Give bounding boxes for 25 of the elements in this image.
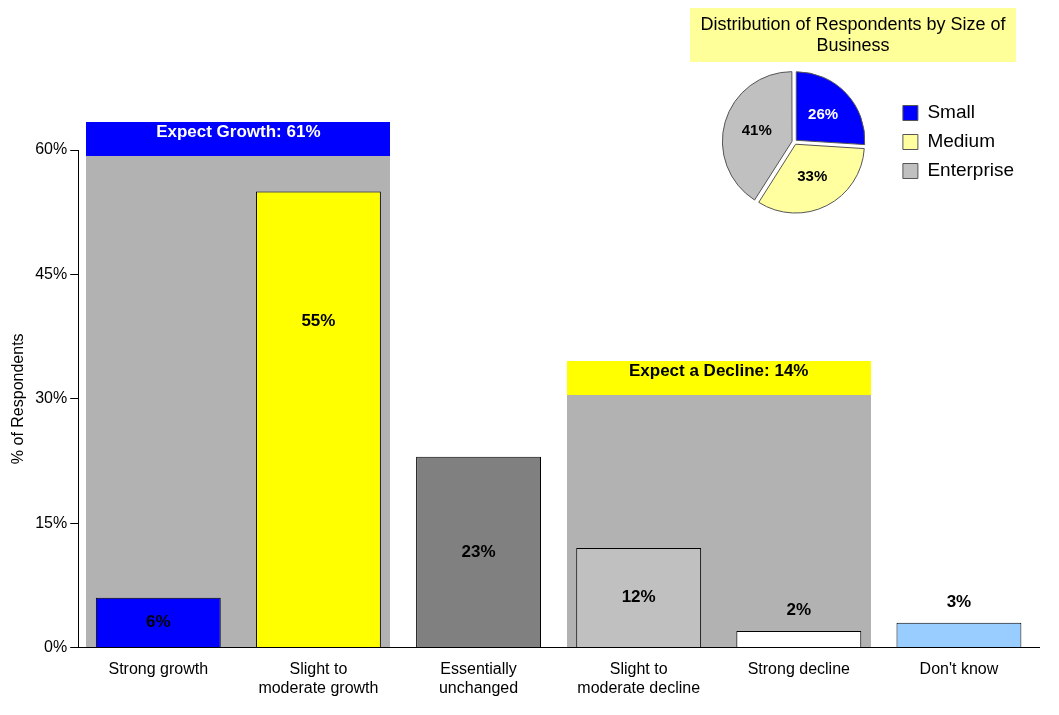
- data-label: 41%: [741, 121, 772, 139]
- y-tick-label: 0%: [44, 638, 68, 656]
- y-tick-label: 45%: [35, 264, 68, 282]
- data-label: 3%: [946, 591, 972, 611]
- y-tick-label: 60%: [35, 140, 68, 158]
- x-tick-label: Don't know: [919, 659, 999, 677]
- data-label: 55%: [301, 311, 336, 331]
- legend-label: Medium: [927, 130, 995, 152]
- y-tick-label: 30%: [35, 389, 68, 407]
- data-label: 26%: [808, 105, 839, 123]
- chart-title: Distribution of Respondents by Size of Business: [690, 8, 1016, 62]
- data-label: 23%: [461, 541, 496, 561]
- x-tick-label: Slight to moderate growth: [258, 659, 379, 696]
- x-tick-label: Strong decline: [747, 659, 851, 677]
- data-label: 6%: [146, 612, 171, 632]
- data-label: 33%: [797, 167, 828, 185]
- legend-label: Small: [927, 101, 975, 123]
- x-tick-label: Strong growth: [108, 659, 209, 677]
- data-label: 2%: [786, 600, 812, 620]
- data-label: 12%: [621, 587, 656, 607]
- legend-label: Enterprise: [927, 159, 1015, 181]
- y-axis-title: % of Respondents: [9, 333, 27, 465]
- x-tick-label: Slight to moderate decline: [577, 659, 701, 696]
- y-tick-label: 15%: [35, 513, 68, 531]
- x-tick-label: Essentially unchanged: [438, 659, 519, 696]
